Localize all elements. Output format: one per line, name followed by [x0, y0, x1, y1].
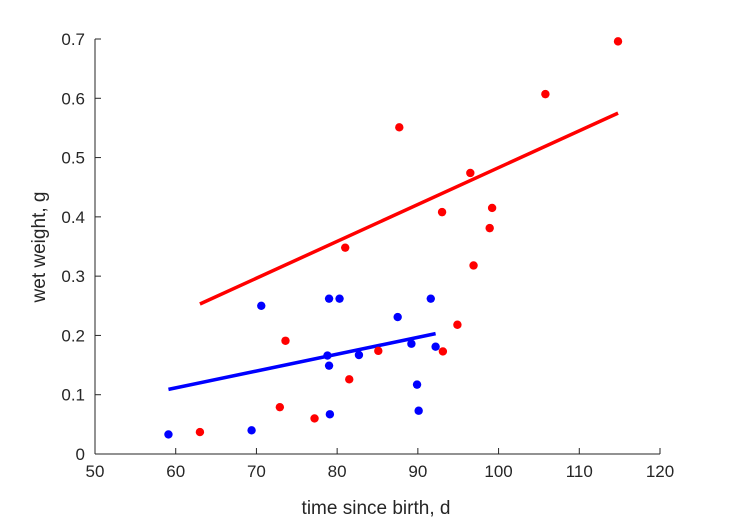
x-tick-label: 50 [86, 462, 105, 481]
red-data-point [485, 223, 494, 233]
red-data-point [275, 402, 285, 412]
blue-data-point [164, 430, 173, 439]
x-tick-label: 120 [646, 462, 674, 481]
blue-data-point [412, 380, 422, 389]
blue-data-point [325, 410, 335, 419]
blue-data-point [335, 294, 344, 303]
red-data-point [374, 346, 383, 356]
x-tick-label: 110 [566, 462, 593, 481]
red-data-point [466, 168, 475, 178]
red-data-point [310, 414, 319, 423]
blue-data-point [323, 351, 332, 360]
blue-data-point [414, 406, 423, 415]
blue-data-point [354, 350, 364, 360]
blue-data-point [257, 301, 266, 310]
blue-data-point [324, 294, 334, 303]
blue-data-point [426, 294, 435, 303]
red-data-point [469, 261, 478, 270]
red-data-point [395, 123, 404, 132]
red-data-point [541, 89, 550, 99]
blue-data-point [247, 426, 256, 435]
fit-lines [168, 111, 619, 392]
red-fit-line [199, 111, 619, 306]
x-tick-label: 100 [484, 462, 512, 481]
red-data-point [341, 243, 350, 252]
y-axis-label: wet weight, g [29, 192, 50, 304]
red-data-point [281, 336, 290, 345]
y-tick-label: 0.5 [61, 149, 85, 168]
x-tick-label: 70 [247, 462, 266, 481]
y-tick-label: 0 [76, 445, 85, 464]
y-tick-label: 0.7 [61, 30, 85, 49]
x-tick-label: 60 [166, 462, 185, 481]
y-tick-label: 0.1 [61, 386, 85, 405]
red-data-point [487, 203, 497, 213]
y-tick-label: 0.4 [61, 208, 85, 227]
red-data-point [453, 320, 462, 329]
red-data-point [195, 427, 205, 437]
red-data-point [613, 37, 623, 46]
x-tick-label: 80 [328, 462, 347, 481]
y-tick-label: 0.6 [61, 89, 85, 108]
red-data-point [437, 207, 447, 217]
blue-data-point [324, 361, 334, 370]
blue-data-point [431, 342, 440, 351]
axes: 50 60 70 80 90 100 110 120 0 0.1 0.2 0.3 0.4 0.5 0.6 0.… [61, 30, 674, 481]
red-data-point [345, 375, 354, 384]
red-data-point [438, 347, 448, 356]
x-tick-label: 90 [408, 462, 427, 481]
blue-data-point [407, 339, 416, 348]
y-tick-label: 0.3 [61, 267, 85, 286]
blue-data-point [393, 312, 402, 322]
y-tick-label: 0.2 [61, 326, 85, 345]
data-points [164, 37, 623, 439]
blue-fit-line [168, 331, 436, 392]
x-axis-label: time since birth, d [302, 498, 451, 519]
